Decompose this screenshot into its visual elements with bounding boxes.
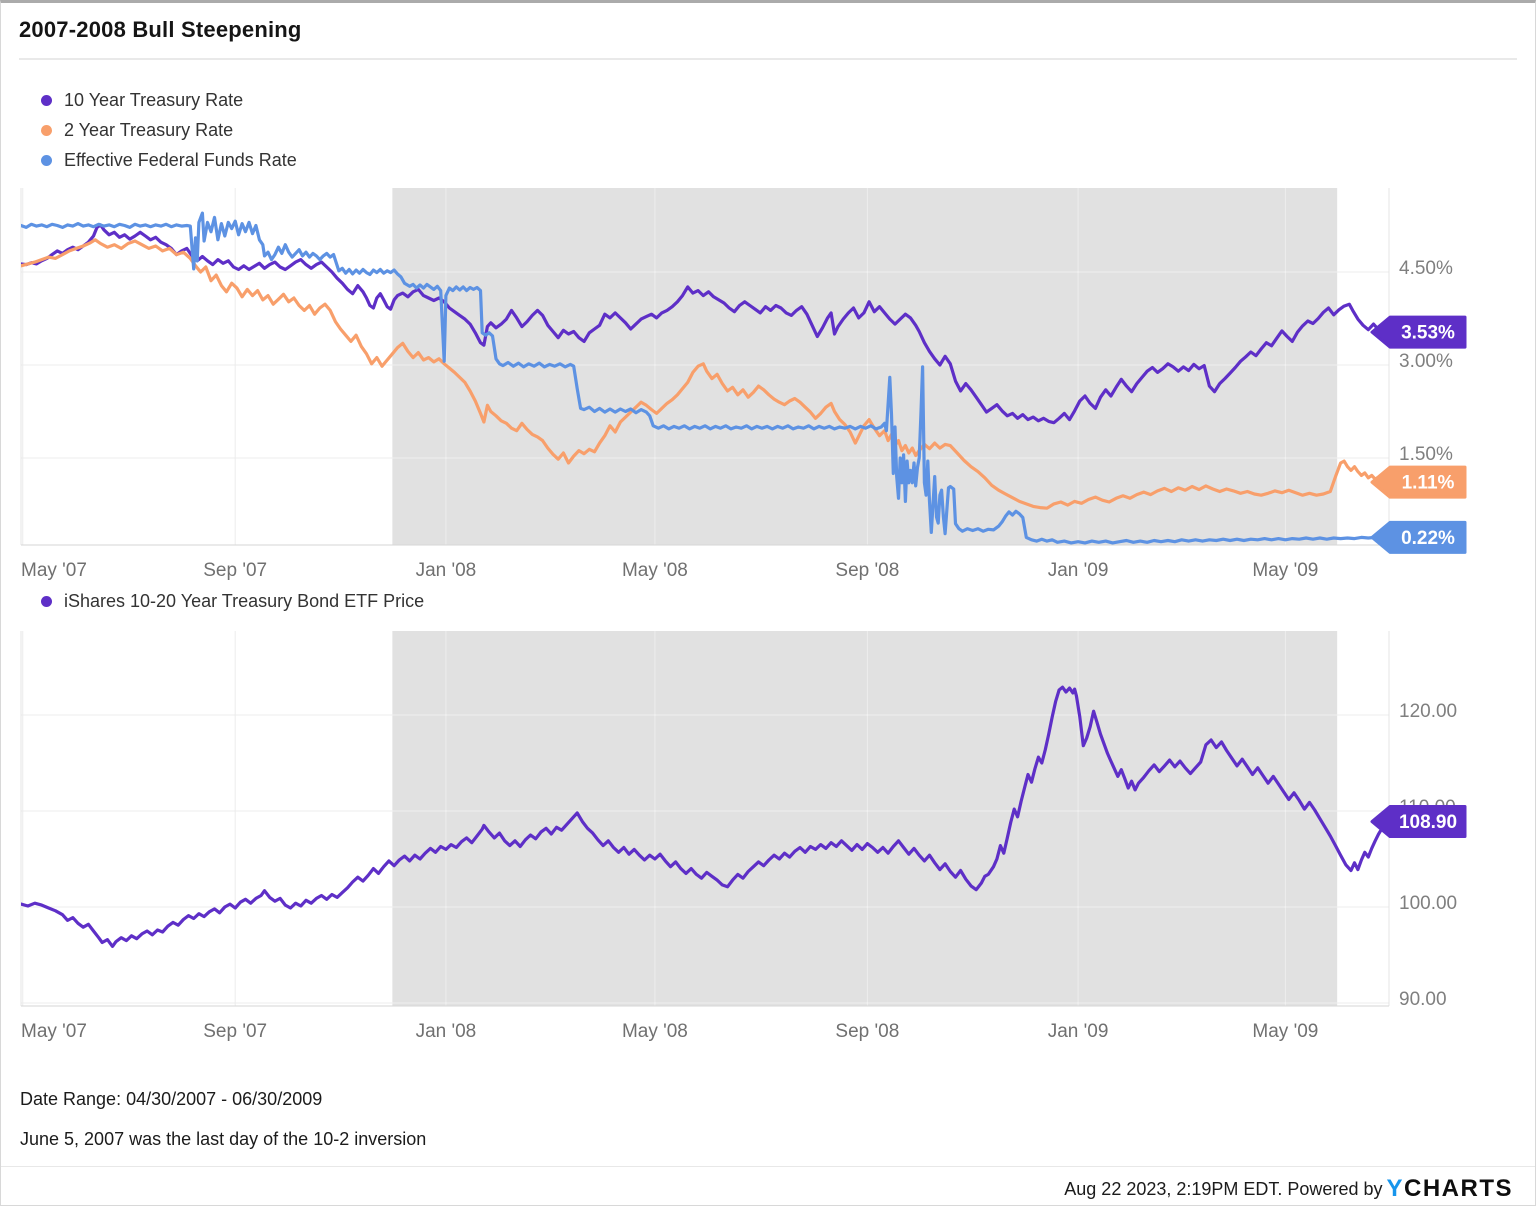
ycharts-logo-charts: CHARTS (1404, 1175, 1513, 1202)
date-range-note: Date Range: 04/30/2007 - 06/30/2009 (20, 1089, 323, 1109)
inversion-note: June 5, 2007 was the last day of the 10-… (20, 1129, 427, 1149)
series-line (21, 223, 1389, 425)
page-title: 2007-2008 Bull Steepening (19, 17, 302, 42)
x-axis-label: Sep '08 (835, 560, 899, 581)
legend-item-label: 10 Year Treasury Rate (64, 89, 244, 110)
value-tag: 1.11% (1370, 465, 1467, 499)
y-axis-label: 100.00 (1399, 893, 1457, 914)
y-axis-label: 4.50% (1399, 258, 1453, 279)
x-axis-label: Jan '08 (416, 1021, 477, 1042)
x-axis-label: Sep '07 (203, 560, 267, 581)
y-axis-label: 1.50% (1399, 444, 1453, 465)
legend-dot-icon (41, 595, 52, 607)
value-tag: 0.22% (1370, 520, 1467, 554)
x-axis-label: Jan '08 (416, 560, 477, 581)
svg-text:0.22%: 0.22% (1401, 528, 1455, 549)
timestamp: Aug 22 2023, 2:19PM EDT. Powered by (1064, 1178, 1383, 1199)
footer-divider (1, 1166, 1535, 1167)
x-axis-label: May '08 (622, 1021, 688, 1042)
series-line (21, 238, 1389, 510)
legend-dot-icon (41, 94, 52, 106)
legend-dot-icon (41, 154, 52, 166)
legend-rates-chart: 10 Year Treasury Rate 2 Year Treasury Rat… (41, 85, 297, 175)
title-divider (19, 58, 1517, 60)
legend-etf-chart: iShares 10-20 Year Treasury Bond ETF Pri… (41, 586, 424, 616)
footer-bar: Aug 22 2023, 2:19PM EDT. Powered by Y CHA… (1064, 1175, 1513, 1203)
x-axis-label: Jan '09 (1048, 1021, 1109, 1042)
x-axis-label: May '08 (622, 560, 688, 581)
value-tag: 3.53% (1370, 315, 1467, 349)
value-tag: 108.90 (1370, 805, 1467, 839)
legend-item-label: Effective Federal Funds Rate (64, 149, 297, 170)
svg-text:108.90: 108.90 (1399, 812, 1457, 833)
x-axis-label: May '07 (21, 1021, 87, 1042)
recession-band (392, 631, 1338, 1006)
legend-item[interactable]: 2 Year Treasury Rate (41, 115, 297, 145)
y-axis-label: 120.00 (1399, 701, 1457, 722)
recession-band (392, 188, 1338, 545)
x-axis-label: May '09 (1252, 560, 1318, 581)
y-axis-label: 90.00 (1399, 989, 1447, 1010)
legend-item[interactable]: iShares 10-20 Year Treasury Bond ETF Pri… (41, 586, 424, 616)
series-line (21, 685, 1389, 948)
x-axis-label: Sep '08 (835, 1021, 899, 1042)
series-line (21, 211, 1389, 545)
x-axis-label: Jan '09 (1048, 560, 1109, 581)
legend-item[interactable]: Effective Federal Funds Rate (41, 145, 297, 175)
ycharts-logo-y: Y (1386, 1175, 1404, 1202)
y-axis-label: 3.00% (1399, 351, 1453, 372)
rates-chart: 4.50% 3.00% 1.50% May '07 Sep '07 Jan '08 May … (20, 188, 1467, 581)
x-axis-label: Sep '07 (203, 1021, 267, 1042)
legend-item[interactable]: 10 Year Treasury Rate (41, 85, 297, 115)
svg-text:3.53%: 3.53% (1401, 323, 1455, 344)
legend-item-label: iShares 10-20 Year Treasury Bond ETF Pri… (64, 590, 425, 611)
legend-dot-icon (41, 124, 52, 136)
x-axis-label: May '09 (1252, 1021, 1318, 1042)
legend-item-label: 2 Year Treasury Rate (64, 119, 234, 140)
svg-text:1.11%: 1.11% (1402, 473, 1455, 494)
ycharts-logo: Y CHARTS (1386, 1175, 1513, 1203)
x-axis-label: May '07 (21, 560, 87, 581)
